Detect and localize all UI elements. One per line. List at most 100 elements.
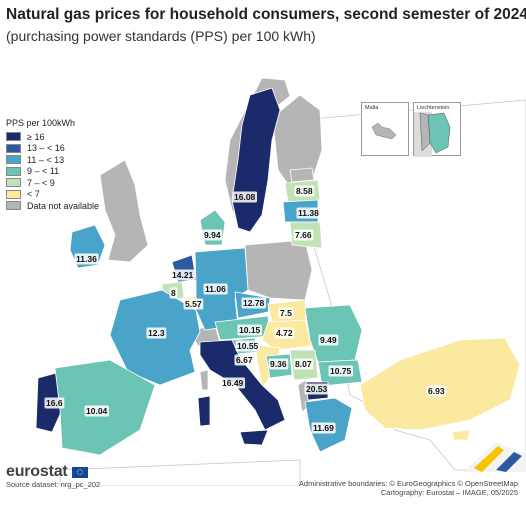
legend-item: ≥ 16 [6, 131, 111, 143]
legend-item: 7 – < 9 [6, 177, 111, 189]
label-background [169, 287, 178, 299]
label-background [146, 327, 167, 339]
label-hungary: 4.72 [276, 328, 293, 338]
map-subtitle: (purchasing power standards (PPS) per 10… [6, 28, 316, 44]
label-turkey: 6.93 [428, 386, 445, 396]
label-background [234, 354, 255, 366]
label-luxembourg: 5.57 [185, 299, 202, 309]
inset-label: Malta [365, 105, 379, 111]
credit-boundaries: Administrative boundaries: © EuroGeograp… [298, 479, 518, 488]
label-bulgaria: 10.75 [330, 366, 352, 376]
label-slovakia: 7.5 [280, 308, 292, 318]
label-background [237, 324, 263, 336]
label-sweden: 16.08 [234, 192, 256, 202]
source-dataset: Source dataset: nrg_pc_202 [6, 480, 101, 489]
inset-malta: Malta [361, 102, 409, 156]
label-czechia: 12.78 [243, 298, 265, 308]
legend-swatch [6, 201, 21, 211]
label-background [183, 298, 204, 310]
label-greece: 11.69 [313, 423, 334, 433]
label-background [232, 191, 258, 203]
region-cyprus [451, 429, 471, 441]
eurostat-logo: eurostat [6, 463, 88, 481]
label-bosnia: 9.36 [270, 359, 287, 369]
legend-swatch [6, 189, 21, 199]
legend-item: 13 – < 16 [6, 143, 111, 155]
label-latvia: 8.58 [296, 186, 313, 196]
liechtenstein-shape [414, 112, 451, 157]
label-background [296, 207, 321, 219]
region-uk [99, 159, 149, 263]
inset-liechtenstein: Liechtenstein [413, 102, 461, 157]
legend-item: < 7 [6, 189, 111, 201]
label-belgium: 8 [171, 288, 176, 298]
label-background [203, 283, 228, 295]
label-background [44, 397, 65, 409]
map-title: Natural gas prices for household consume… [6, 6, 526, 23]
legend-title: PPS per 100kWh [6, 118, 76, 128]
legend-swatch [6, 143, 21, 153]
label-background [318, 334, 339, 346]
region-sardinia [197, 395, 211, 427]
legend-label: Data not available [27, 200, 100, 211]
label-background [274, 327, 295, 339]
legend-item: 9 – < 11 [6, 166, 111, 178]
corner-logo-icon [464, 442, 526, 472]
label-background [220, 377, 246, 389]
label-background [311, 422, 336, 434]
label-slovenia: 10.55 [237, 341, 259, 351]
value-labels: 16.08 8.58 11.38 7.66 9.94 11.36 14.21 8… [44, 185, 447, 434]
label-italy: 16.49 [222, 378, 244, 388]
label-background [293, 358, 314, 370]
brand-name: eurostat [6, 463, 68, 480]
label-netherlands: 14.21 [172, 270, 194, 280]
inset-label: Liechtenstein [417, 105, 450, 111]
legend-label: 13 – < 16 [27, 143, 65, 154]
legend-item: 11 – < 13 [6, 154, 111, 166]
label-background [268, 358, 289, 370]
label-background [241, 297, 267, 309]
label-croatia: 6.67 [236, 355, 253, 365]
label-background [235, 340, 261, 352]
region-estonia-grey [289, 167, 315, 183]
eu-flag-icon [71, 466, 88, 478]
region-sicily [239, 429, 269, 446]
legend-label: < 7 [27, 189, 40, 200]
label-background [170, 269, 196, 281]
label-background [304, 383, 330, 395]
legend-item: Data not available [6, 200, 111, 212]
legend-label: 9 – < 11 [27, 166, 60, 177]
legend-label: 7 – < 9 [27, 177, 55, 188]
label-background [202, 229, 223, 241]
legend-swatch [6, 166, 21, 176]
label-poland-area: 7.66 [295, 230, 312, 240]
legend-swatch [6, 155, 21, 165]
label-denmark: 9.94 [204, 230, 221, 240]
legend-label: 11 – < 13 [27, 154, 65, 165]
label-portugal: 16.6 [46, 398, 63, 408]
label-background [328, 365, 354, 377]
label-austria: 10.15 [239, 325, 261, 335]
label-background [294, 185, 315, 197]
label-north-macedonia: 20.53 [306, 384, 328, 394]
label-germany: 11.06 [205, 284, 226, 294]
label-background [74, 253, 99, 265]
label-background [293, 229, 314, 241]
label-france: 12.3 [148, 328, 165, 338]
label-ireland: 11.36 [76, 254, 97, 264]
region-corsica [199, 369, 209, 391]
legend-swatch [6, 132, 21, 142]
region-turkey [359, 337, 521, 431]
label-background [426, 385, 447, 397]
label-background [278, 307, 294, 319]
region-poland-grey [244, 239, 313, 301]
legend-label: ≥ 16 [27, 131, 45, 142]
legend-swatch [6, 178, 21, 188]
label-serbia: 8.07 [295, 359, 312, 369]
legend: PPS per 100kWh ≥ 16 13 – < 16 11 – < 13 … [6, 118, 111, 212]
credit-cartography: Cartography: Eurostat – IMAGE, 05/2025 [380, 488, 518, 497]
label-romania: 9.49 [320, 335, 337, 345]
malta-shape [371, 122, 397, 140]
label-spain: 10.04 [86, 406, 108, 416]
land-north-africa [59, 459, 301, 486]
